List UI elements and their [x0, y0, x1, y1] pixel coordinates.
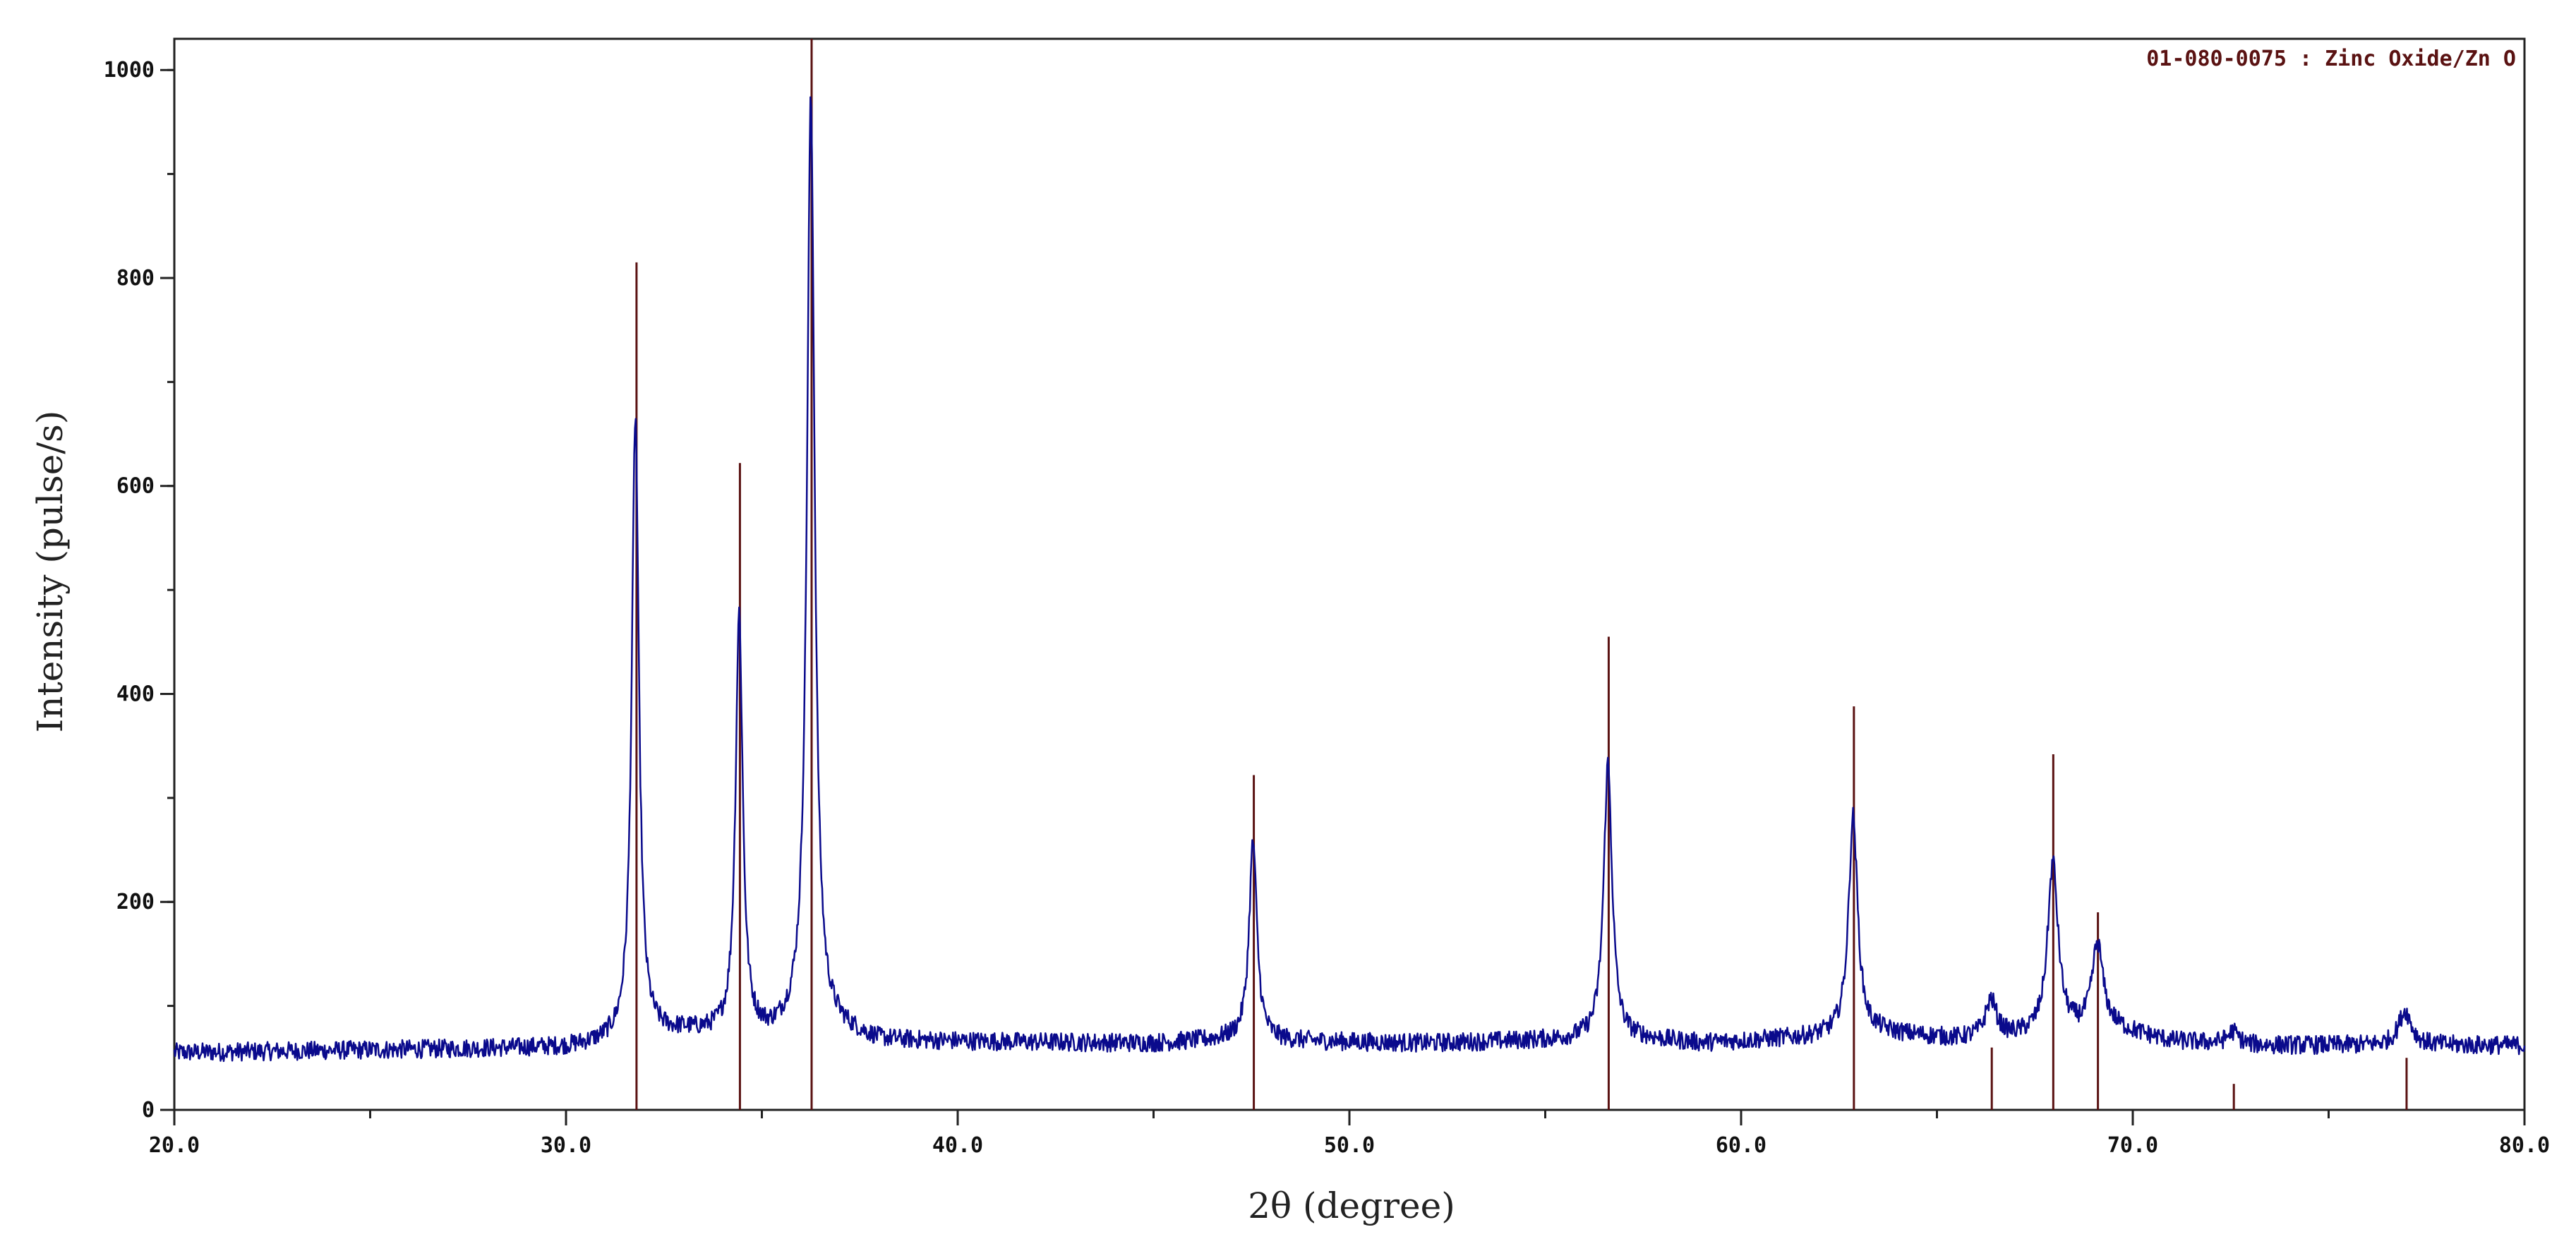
y-axis-ticks: 0 200 400 600 800 1000: [104, 58, 174, 1123]
x-tick-label: 70.0: [2107, 1133, 2158, 1158]
series-layer: [173, 96, 2526, 1063]
reference-lines: [635, 39, 2408, 1110]
x-tick-label: 80.0: [2499, 1133, 2550, 1158]
y-tick-label: 400: [116, 682, 155, 706]
x-tick-label: 40.0: [932, 1133, 983, 1158]
y-tick-label: 800: [116, 266, 155, 291]
y-axis-title: Intensity (pulse/s): [30, 411, 71, 733]
y-tick-label: 600: [116, 474, 155, 499]
reference-pattern-label: 01-080-0075 : Zinc Oxide/Zn O: [2146, 47, 2516, 71]
plot-frame: [173, 37, 2526, 1111]
x-axis-ticks: 20.0 30.0 40.0 50.0 60.0 70.0 80.0: [149, 1110, 2550, 1158]
x-tick-label: 50.0: [1324, 1133, 1375, 1158]
y-tick-label: 0: [142, 1098, 155, 1123]
y-tick-label: 200: [116, 890, 155, 914]
x-tick-label: 60.0: [1716, 1133, 1767, 1158]
x-tick-label: 20.0: [149, 1133, 200, 1158]
plot-border: [173, 37, 2526, 1111]
measured-pattern-line: [173, 96, 2526, 1063]
x-tick-label: 30.0: [541, 1133, 591, 1158]
y-tick-label: 1000: [104, 58, 155, 83]
x-axis-title: 2θ (degree): [1248, 1185, 1455, 1226]
